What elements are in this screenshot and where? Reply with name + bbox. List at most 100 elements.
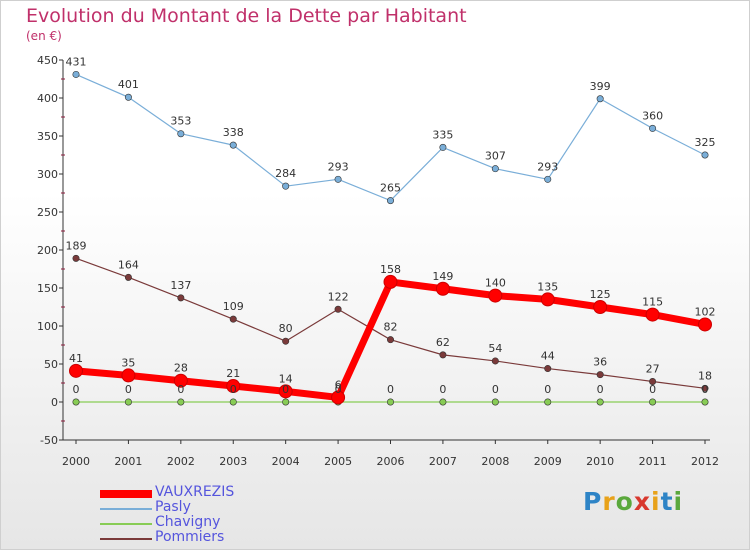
- data-point-pasly: [649, 124, 657, 132]
- series-chavigny: [72, 398, 709, 406]
- x-tick-label: 2008: [481, 455, 509, 468]
- data-label-vauxrezis: 28: [174, 362, 188, 375]
- logo-letter: r: [602, 487, 616, 516]
- data-point-pommiers: [439, 351, 447, 359]
- data-label-pasly: 399: [590, 80, 611, 93]
- data-point-vauxrezis: [383, 274, 398, 289]
- data-label-vauxrezis: 41: [69, 352, 83, 365]
- data-label-chavigny: 0: [177, 383, 184, 396]
- data-point-pommiers: [72, 254, 80, 262]
- data-point-pasly: [177, 130, 185, 138]
- data-point-vauxrezis: [331, 390, 346, 405]
- data-label-chavigny: 0: [544, 383, 551, 396]
- data-point-pommiers: [491, 357, 499, 365]
- data-point-pasly: [124, 93, 132, 101]
- logo-letter: o: [615, 487, 634, 516]
- data-label-vauxrezis: 149: [432, 270, 453, 283]
- data-label-pasly: 325: [695, 136, 716, 149]
- data-label-chavigny: 0: [73, 383, 80, 396]
- data-point-pasly: [72, 70, 80, 78]
- data-point-vauxrezis: [69, 363, 83, 378]
- logo-letter: i: [651, 487, 661, 516]
- data-label-pommiers: 189: [66, 239, 87, 252]
- legend-swatch-vauxrezis: [100, 489, 152, 498]
- y-tick-label: 0: [51, 396, 58, 409]
- data-point-pasly: [544, 175, 552, 183]
- y-tick-label: 250: [37, 206, 58, 219]
- data-point-pommiers: [544, 365, 552, 373]
- data-point-vauxrezis: [645, 307, 660, 322]
- data-point-pasly: [439, 143, 447, 151]
- data-point-chavigny: [491, 398, 499, 406]
- data-point-pommiers: [124, 273, 132, 281]
- data-point-chavigny: [649, 398, 657, 406]
- x-tick-label: 2006: [377, 455, 405, 468]
- y-tick-label: 50: [44, 358, 58, 371]
- data-label-pasly: 284: [275, 167, 296, 180]
- legend-swatch-chavigny: [100, 522, 152, 525]
- y-tick-label: 200: [37, 244, 58, 257]
- data-point-vauxrezis: [173, 373, 188, 388]
- data-label-pommiers: 137: [170, 279, 191, 292]
- data-labels-layer: 4314013533382842932653353072933993603251…: [66, 55, 716, 396]
- y-tick-label: 300: [37, 168, 58, 181]
- data-point-pasly: [491, 165, 499, 173]
- data-label-pommiers: 27: [646, 362, 660, 375]
- data-label-vauxrezis: 115: [642, 296, 663, 309]
- legend-label-pommiers: Pommiers: [155, 529, 225, 545]
- data-point-vauxrezis: [593, 300, 608, 314]
- data-label-chavigny: 0: [125, 383, 132, 396]
- data-point-chavigny: [229, 398, 237, 406]
- x-tick-label: 2000: [62, 455, 90, 468]
- logo-letter: t: [660, 487, 674, 516]
- y-tick-label: 100: [37, 320, 58, 333]
- data-label-vauxrezis: 21: [226, 367, 240, 380]
- data-point-pasly: [701, 151, 709, 159]
- series-pasly: [72, 70, 709, 205]
- data-label-chavigny: 0: [439, 383, 446, 396]
- data-point-pommiers: [649, 377, 657, 385]
- data-point-vauxrezis: [435, 281, 450, 296]
- data-label-pasly: 360: [642, 109, 663, 122]
- series-pommiers: [72, 254, 709, 392]
- data-label-pasly: 338: [223, 126, 244, 139]
- data-point-pasly: [596, 95, 604, 103]
- data-label-chavigny: 0: [702, 383, 709, 396]
- x-tick-label: 2002: [167, 455, 195, 468]
- data-label-vauxrezis: 6: [335, 378, 342, 391]
- data-label-pommiers: 80: [279, 322, 293, 335]
- x-tick-label: 2009: [534, 455, 562, 468]
- legend-label-vauxrezis: VAUXREZIS: [155, 484, 235, 500]
- legend-swatch-pommiers: [100, 537, 152, 540]
- data-label-pommiers: 18: [698, 369, 712, 382]
- data-label-vauxrezis: 14: [279, 372, 293, 385]
- data-label-pommiers: 82: [384, 321, 398, 334]
- data-point-chavigny: [439, 398, 447, 406]
- data-point-chavigny: [701, 398, 709, 406]
- data-point-vauxrezis: [226, 379, 241, 394]
- data-point-pommiers: [282, 337, 290, 345]
- data-point-pasly: [282, 182, 290, 190]
- data-point-chavigny: [282, 398, 290, 406]
- legend-label-pasly: Pasly: [155, 499, 191, 515]
- data-label-chavigny: 0: [492, 383, 499, 396]
- data-point-chavigny: [544, 398, 552, 406]
- data-point-vauxrezis: [698, 317, 712, 332]
- data-label-vauxrezis: 158: [380, 263, 401, 276]
- data-point-pommiers: [177, 294, 185, 302]
- data-label-pommiers: 44: [541, 350, 555, 363]
- data-point-pasly: [334, 175, 342, 183]
- logo-letter: i: [673, 487, 684, 516]
- x-tick-label: 2010: [586, 455, 614, 468]
- y-tick-label: -50: [40, 434, 58, 447]
- logo-letter: P: [583, 487, 603, 516]
- data-point-chavigny: [596, 398, 604, 406]
- data-point-vauxrezis: [278, 384, 293, 399]
- y-tick-label: 350: [37, 130, 58, 143]
- data-label-pasly: 431: [66, 55, 87, 68]
- data-point-vauxrezis: [488, 288, 503, 303]
- data-label-pasly: 335: [432, 128, 453, 141]
